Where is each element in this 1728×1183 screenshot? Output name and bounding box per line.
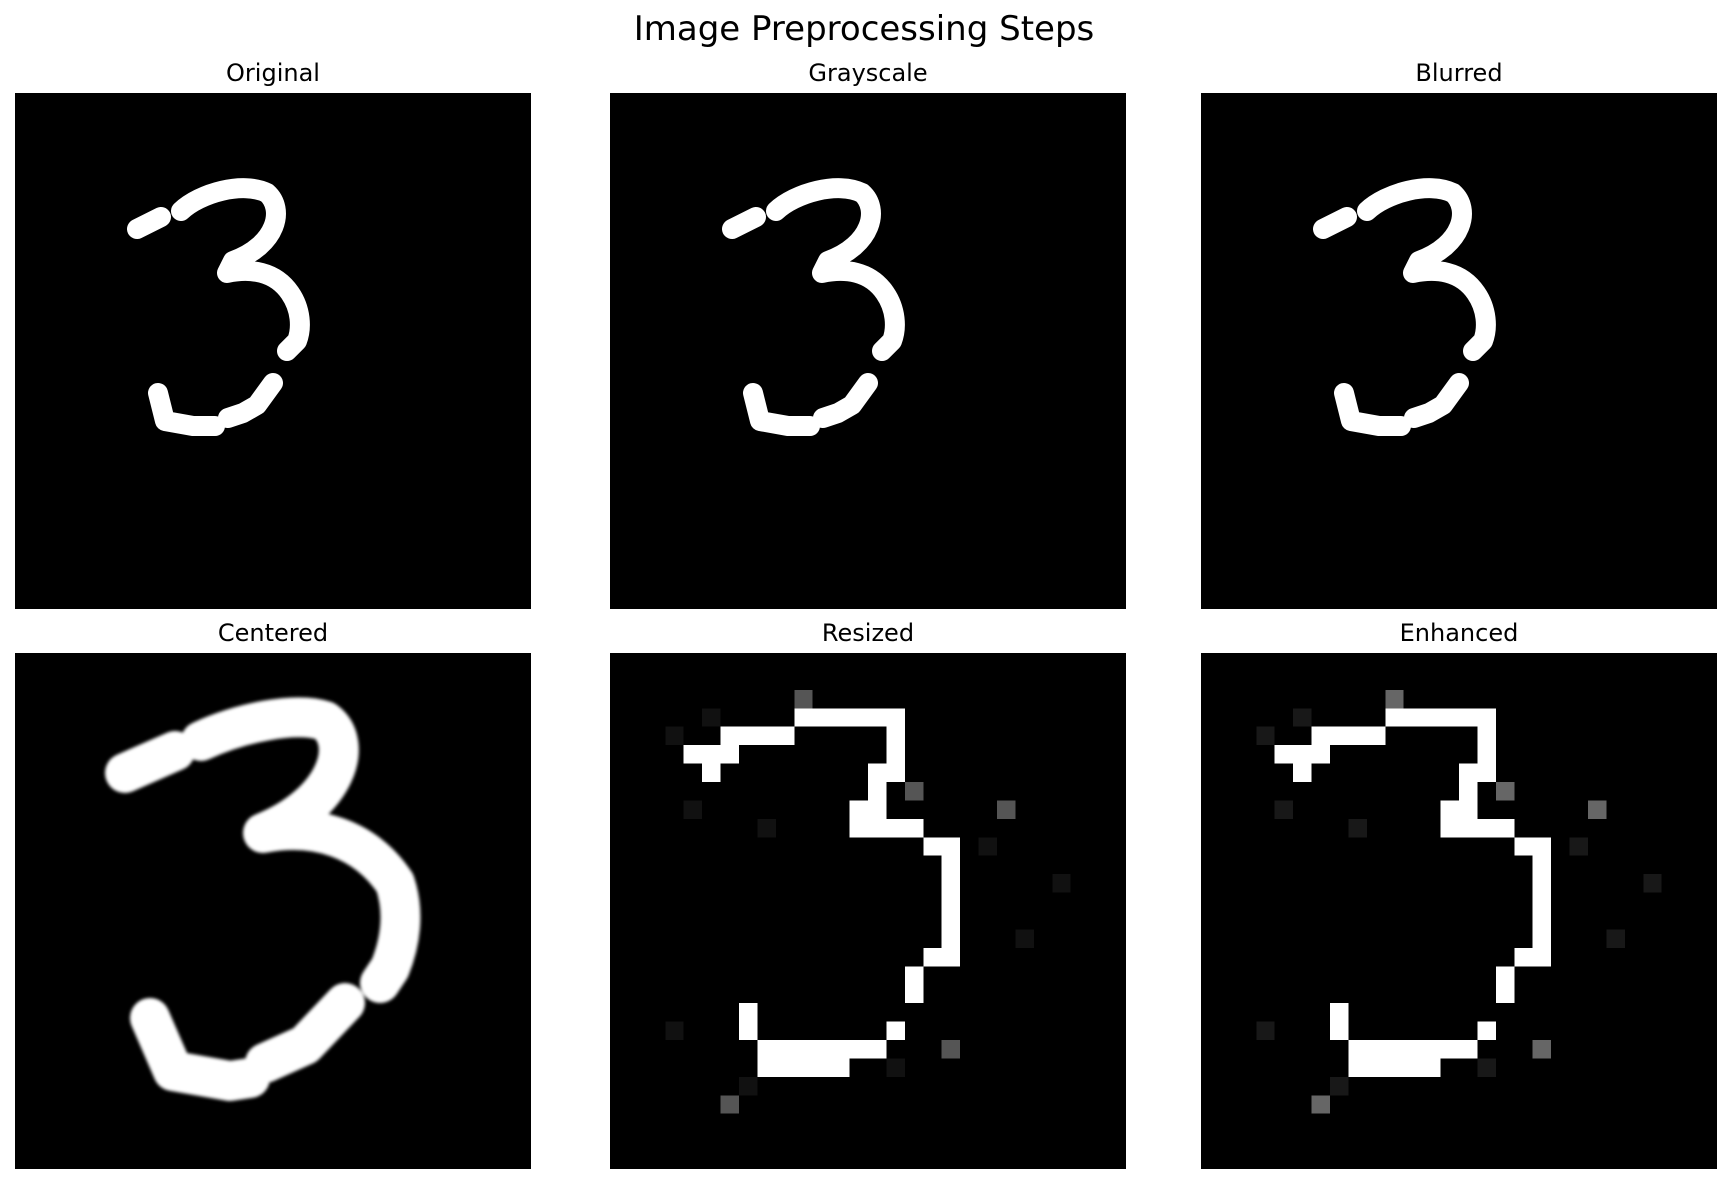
digit-image-enhanced — [1201, 653, 1717, 1169]
panel-title-original: Original — [226, 59, 320, 87]
panel-title-blurred: Blurred — [1415, 59, 1503, 87]
digit-image-blurred — [1201, 93, 1717, 609]
digit-image-centered — [15, 653, 531, 1169]
panel-title-resized: Resized — [821, 619, 915, 647]
pixel-grid-faint — [665, 708, 1071, 1096]
panel-title-enhanced: Enhanced — [1399, 619, 1519, 647]
panel-title-grayscale: Grayscale — [808, 59, 928, 87]
digit-image-resized — [610, 653, 1126, 1169]
digit-three-stroke — [127, 178, 310, 436]
digit-three-stroke — [1313, 178, 1496, 436]
digit-three-stroke — [722, 178, 905, 436]
pixel-grid-faint — [1256, 708, 1662, 1096]
digit-three-stroke — [105, 697, 421, 1101]
figure-title: Image Preprocessing Steps — [633, 9, 1095, 49]
pixel-grid-bright — [1274, 708, 1552, 1077]
digit-image-grayscale — [610, 93, 1126, 609]
pixel-grid-bright — [683, 708, 961, 1077]
digit-image-original — [15, 93, 531, 609]
panel-title-centered: Centered — [217, 619, 329, 647]
